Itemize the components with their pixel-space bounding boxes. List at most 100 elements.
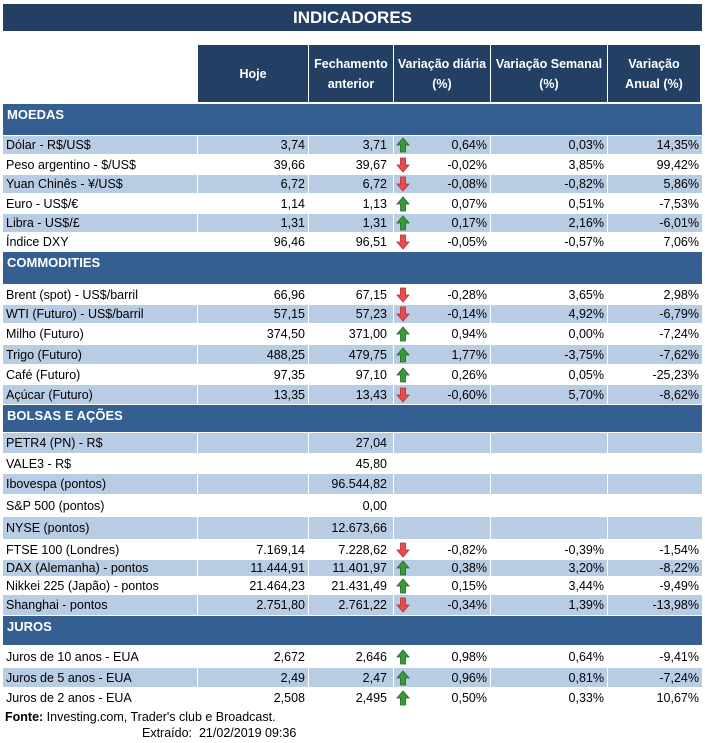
cell-variacao-diaria: 0,50% (393, 688, 490, 707)
table-row: Brent (spot) - US$/barril 66,96 67,15 -0,28… (3, 284, 702, 304)
row-label: S&P 500 (pontos) (6, 498, 105, 513)
header-col-hoje: Hoje (197, 45, 308, 102)
table-row: S&P 500 (pontos) 0,00 (3, 494, 702, 516)
cell-variacao-anual (607, 433, 702, 453)
cell-variacao-semanal: 4,92% (490, 305, 607, 323)
cell-hoje: 374,50 (197, 324, 308, 344)
cell-variacao-anual: -7,53% (607, 194, 702, 213)
arrow-down-icon (396, 157, 410, 173)
arrow-up-icon (396, 366, 410, 382)
cell-variacao-semanal: 3,85% (490, 155, 607, 174)
cell-variacao-diaria: 0,07% (393, 194, 490, 213)
cell-variacao-semanal: 0,05% (490, 365, 607, 384)
cell-variacao-anual: 10,67% (607, 688, 702, 707)
cell-variacao-anual: -7,24% (607, 668, 702, 687)
cell-hoje: 2,672 (197, 646, 308, 667)
cell-variacao-diaria (393, 454, 490, 473)
arrow-up-icon (396, 669, 410, 685)
source-text: Investing.com, Trader's club e Broadcast… (43, 710, 276, 724)
row-label: VALE3 - R$ (6, 456, 72, 471)
cell-fechamento: 57,23 (308, 305, 390, 323)
source-label: Fonte: (5, 710, 44, 724)
table-row: Euro - US$/€ 1,14 1,13 0,07% 0,51% -7,53% (3, 193, 702, 213)
table-row: PETR4 (PN) - R$ 27,04 (3, 432, 702, 453)
row-label: PETR4 (PN) - R$ (6, 436, 103, 450)
table-row: Juros de 10 anos - EUA 2,672 2,646 0,98% 0,6… (3, 645, 702, 667)
row-label: Índice DXY (6, 235, 69, 249)
cell-variacao-diaria: -0,05% (393, 233, 490, 251)
arrow-down-icon (396, 387, 410, 403)
row-label: DAX (Alemanha) - pontos (6, 561, 149, 575)
cell-hoje: 1,31 (197, 214, 308, 232)
cell-variacao-diaria (393, 433, 490, 453)
cell-hoje: 11.444,91 (197, 560, 308, 576)
cell-variacao-diaria: 0,17% (393, 214, 490, 232)
cell-variacao-semanal (490, 454, 607, 473)
cell-variacao-semanal (490, 433, 607, 453)
table-row: Juros de 2 anos - EUA 2,508 2,495 0,50% 0,33… (3, 687, 702, 707)
cell-variacao-semanal: 0,81% (490, 668, 607, 687)
arrow-up-icon (396, 346, 410, 362)
cell-fechamento: 2,495 (308, 688, 390, 707)
cell-variacao-semanal: -0,39% (490, 540, 607, 559)
page-title: INDICADORES (3, 4, 702, 31)
arrow-up-icon (396, 195, 410, 211)
table-row: Shanghai - pontos 2.751,80 2.761,22 -0,34% 1… (3, 594, 702, 615)
header-col-fechamento: Fechamento anterior (308, 45, 393, 102)
row-label: FTSE 100 (Londres) (6, 542, 120, 557)
header-col-variacao-anual: Variação Anual (%) (607, 45, 700, 102)
cell-fechamento: 96,51 (308, 233, 390, 251)
arrow-down-icon (396, 597, 410, 613)
cell-variacao-diaria: 0,64% (393, 136, 490, 154)
cell-variacao-anual: -8,62% (607, 385, 702, 404)
cell-variacao-diaria: -0,02% (393, 155, 490, 174)
cell-variacao-anual: -1,54% (607, 540, 702, 559)
cell-variacao-diaria: -0,82% (393, 540, 490, 559)
cell-variacao-semanal: 0,33% (490, 688, 607, 707)
arrow-up-icon (396, 215, 410, 231)
row-label: Nikkei 225 (Japão) - pontos (6, 578, 159, 593)
cell-variacao-anual (607, 474, 702, 494)
cell-variacao-semanal: 5,70% (490, 385, 607, 404)
table-row: WTI (Futuro) - US$/barril 57,15 57,23 -0,14… (3, 304, 702, 323)
cell-hoje (197, 517, 308, 539)
row-label: Ibovespa (pontos) (6, 477, 107, 491)
cell-variacao-semanal: 0,64% (490, 646, 607, 667)
header-col-variacao-semanal: Variação Semanal (%) (490, 45, 607, 102)
table-row: Índice DXY 96,46 96,51 -0,05% -0,57% 7,06% (3, 232, 702, 251)
cell-variacao-diaria: 0,98% (393, 646, 490, 667)
table-row: Trigo (Futuro) 488,25 479,75 1,77% -3,75% -7,… (3, 344, 702, 364)
cell-variacao-diaria: 1,77% (393, 345, 490, 364)
cell-variacao-semanal (490, 474, 607, 494)
cell-variacao-anual: 5,86% (607, 175, 702, 193)
cell-fechamento: 1,31 (308, 214, 390, 232)
cell-fechamento: 67,15 (308, 285, 390, 304)
cell-fechamento: 39,67 (308, 155, 390, 174)
arrow-down-icon (396, 234, 410, 250)
row-label: Euro - US$/€ (6, 196, 79, 211)
table-row: DAX (Alemanha) - pontos 11.444,91 11.401,9… (3, 559, 702, 576)
cell-variacao-semanal: 1,39% (490, 595, 607, 615)
arrow-up-icon (396, 560, 410, 576)
arrow-down-icon (396, 287, 410, 303)
cell-hoje: 1,14 (197, 194, 308, 213)
cell-variacao-anual: 99,42% (607, 155, 702, 174)
cell-variacao-semanal: 3,65% (490, 285, 607, 304)
cell-variacao-semanal: 3,20% (490, 560, 607, 576)
arrow-up-icon (396, 577, 410, 593)
cell-variacao-diaria: -0,60% (393, 385, 490, 404)
cell-fechamento: 96.544,82 (308, 474, 390, 494)
cell-variacao-semanal: 0,03% (490, 136, 607, 154)
table-row: Nikkei 225 (Japão) - pontos 21.464,23 21.4… (3, 576, 702, 594)
cell-hoje: 96,46 (197, 233, 308, 251)
cell-fechamento: 13,43 (308, 385, 390, 404)
table-row: Açúcar (Futuro) 13,35 13,43 -0,60% 5,70% -8,6… (3, 384, 702, 404)
cell-hoje: 2.751,80 (197, 595, 308, 615)
extracted-note: Extraído: 21/02/2019 09:36 (142, 726, 296, 740)
cell-variacao-anual: 7,06% (607, 233, 702, 251)
cell-hoje (197, 454, 308, 473)
cell-variacao-diaria: 0,94% (393, 324, 490, 344)
table-row: NYSE (pontos) 12.673,66 (3, 516, 702, 539)
table-row: Dólar - R$/US$ 3,74 3,71 0,64% 0,03% 14,35% (3, 135, 702, 154)
row-label: Juros de 2 anos - EUA (6, 690, 132, 705)
